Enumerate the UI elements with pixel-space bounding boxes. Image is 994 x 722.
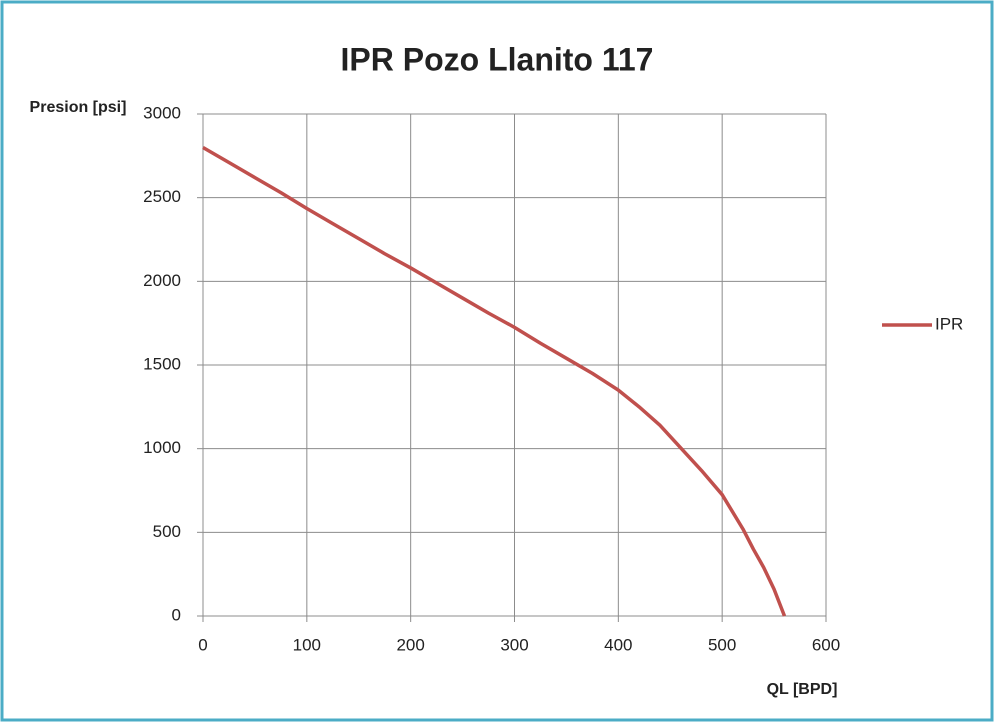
y-tick-label: 0 [172,605,181,624]
x-tick-label: 100 [293,635,321,654]
x-tick-label: 400 [604,635,632,654]
y-tick-label: 2000 [143,271,181,290]
data-line [202,145,787,617]
x-tick-label: 200 [396,635,424,654]
x-tick-label: 0 [198,635,207,654]
y-tick-label: 1500 [143,354,181,373]
y-axis-label: Presion [psi] [29,99,127,116]
y-tick-label: 500 [153,522,181,541]
x-axis-label: QL [BPD] [767,681,838,698]
chart-title: IPR Pozo Llanito 117 [341,41,654,77]
y-tick-label: 2500 [143,187,181,206]
x-tick-label: 600 [812,635,840,654]
x-tick-label: 300 [500,635,528,654]
legend-label: IPR [935,314,963,333]
x-tick-label: 500 [708,635,736,654]
y-tick-label: 3000 [143,103,181,122]
y-tick-label: 1000 [143,438,181,457]
